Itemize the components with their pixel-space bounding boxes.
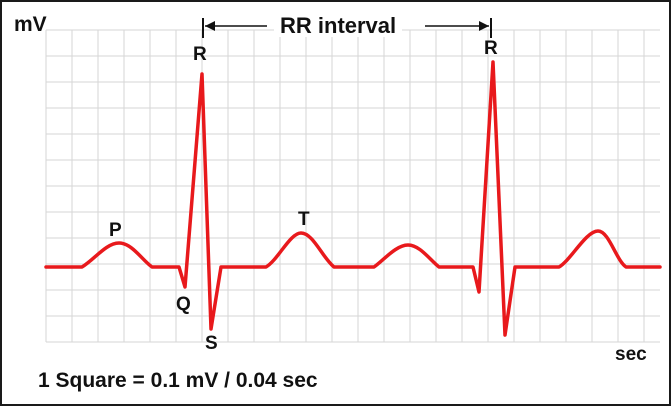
r-wave-label-second: R (484, 38, 498, 59)
s-wave-label: S (205, 333, 218, 354)
ecg-trace (44, 60, 662, 337)
time-unit-label: sec (615, 344, 647, 365)
grid (45, 29, 660, 343)
scale-note: 1 Square = 0.1 mV / 0.04 sec (38, 369, 318, 392)
r-wave-label: R (193, 44, 207, 65)
q-wave-label: Q (176, 294, 191, 315)
voltage-unit-label: mV (14, 13, 47, 36)
rr-interval-marker (202, 18, 492, 38)
rr-interval-label: RR interval (274, 15, 403, 37)
rr-left-arrowhead (205, 21, 215, 31)
rr-right-arrowhead (479, 21, 489, 31)
t-wave-label: T (298, 209, 310, 230)
p-wave-label: P (109, 220, 122, 241)
